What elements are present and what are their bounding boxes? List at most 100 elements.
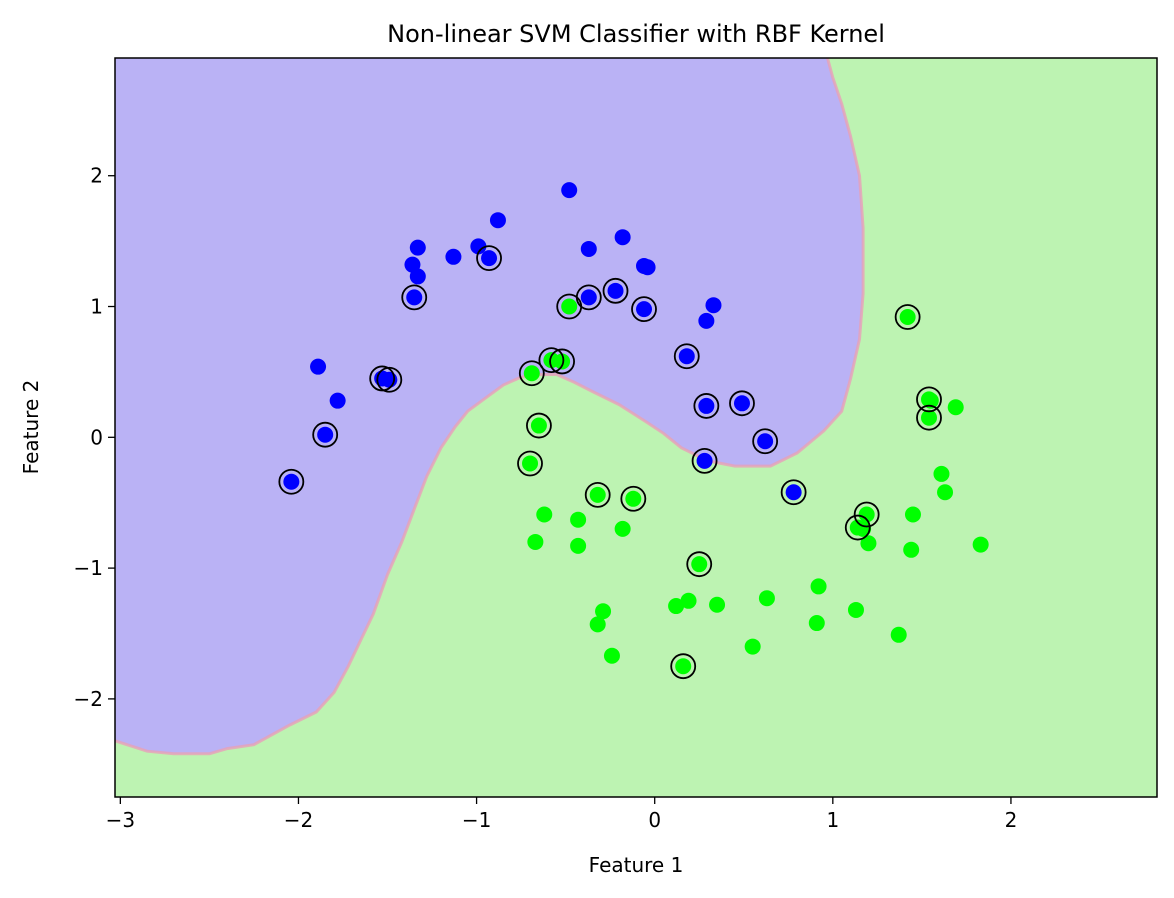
data-point-class-1 [536,506,553,523]
data-point-class-0 [409,268,426,285]
data-point-class-1 [570,511,587,528]
support-vector-rings [278,245,942,680]
data-point-class-1 [847,601,864,618]
support-vector-ring [670,653,697,680]
data-point-class-1 [709,596,726,613]
data-point-class-0 [409,239,426,256]
data-point-class-0 [445,248,462,265]
x-axis-label: Feature 1 [589,853,684,877]
decision-region-class-0 [115,58,864,754]
support-vector-ring [538,347,565,374]
data-point-class-1 [849,519,866,536]
data-point-class-0 [757,433,774,450]
data-point-class-1 [921,409,938,426]
data-point-class-0 [470,238,487,255]
support-vector-ring [549,348,575,375]
data-point-class-0 [607,282,624,299]
data-point-class-1 [937,484,954,501]
support-vector-ring [693,393,720,419]
y-tick-label: −1 [74,556,103,580]
support-vector-ring [752,428,779,455]
support-vector-ring [526,412,552,439]
support-vector-ring [894,304,921,330]
data-point-class-0 [489,212,506,229]
data-point-class-1 [933,465,950,482]
data-point-class-0 [696,452,713,469]
data-point-class-1 [758,590,775,607]
x-tick-label: −2 [284,808,313,832]
data-point-class-1 [589,616,606,633]
x-tick-label: −1 [462,808,491,832]
support-vector-ring [518,360,545,387]
data-point-class-0 [636,301,653,318]
support-vector-ring [278,468,305,495]
data-point-class-1 [554,353,571,370]
x-axis-ticks: −3 −2 −1 0 1 2 [106,797,1017,832]
support-vector-ring [691,447,718,474]
data-point-class-1 [675,658,692,675]
data-point-class-0 [698,312,715,329]
data-point-class-0 [580,289,597,306]
support-vector-ring [312,421,339,448]
support-vector-ring [916,404,942,431]
support-vector-ring [729,390,755,417]
data-point-class-0 [678,348,695,365]
data-point-class-1 [810,578,827,595]
data-point-class-1 [860,535,877,552]
data-point-class-0 [481,250,498,267]
support-vector-ring [620,485,647,512]
data-point-class-1 [899,308,916,325]
data-point-class-1 [808,615,825,632]
data-point-class-1 [530,417,547,434]
data-point-class-1 [603,647,620,664]
data-point-class-1 [680,592,697,609]
data-point-class-1 [972,536,989,553]
support-vector-ring [916,386,942,413]
data-point-class-1 [561,298,578,315]
y-axis-ticks: −2 −1 0 1 2 [74,164,115,711]
data-point-class-0 [317,426,334,443]
support-vector-ring [401,284,428,311]
data-point-class-0 [329,392,346,409]
plot-frame [114,57,1158,798]
data-point-class-1 [890,626,907,643]
data-points [283,182,989,675]
data-point-class-0 [310,358,327,375]
support-vector-ring [844,514,871,541]
data-point-class-1 [947,399,964,416]
data-point-class-0 [733,395,750,412]
data-point-class-1 [523,365,540,382]
x-tick-label: 0 [648,808,661,832]
y-tick-label: 2 [90,164,103,188]
data-point-class-0 [580,240,597,257]
support-vector-ring [686,551,713,578]
data-point-class-0 [561,182,578,199]
data-point-class-1 [589,486,606,503]
y-axis-label: Feature 2 [19,380,43,475]
data-point-class-1 [922,392,939,409]
data-point-class-1 [904,506,921,523]
support-vector-ring [517,450,543,477]
support-vector-ring [602,277,629,304]
x-tick-label: 1 [826,808,839,832]
support-vector-ring [584,481,611,508]
data-point-class-0 [698,397,715,414]
data-point-class-0 [785,484,802,501]
data-point-class-0 [406,289,423,306]
y-tick-label: 0 [90,425,103,449]
data-point-class-1 [858,506,875,523]
support-vector-ring [631,296,657,323]
support-vector-ring [376,366,403,393]
x-tick-label: −3 [106,808,135,832]
data-point-class-0 [614,229,631,246]
support-vector-ring [575,284,602,311]
data-point-class-1 [527,533,544,550]
data-point-class-1 [903,541,920,558]
data-point-class-1 [614,520,631,537]
plot-area [115,58,1157,797]
data-point-class-0 [283,473,300,490]
data-point-class-1 [570,537,587,554]
support-vector-ring [476,245,502,272]
support-vector-ring [853,501,880,528]
